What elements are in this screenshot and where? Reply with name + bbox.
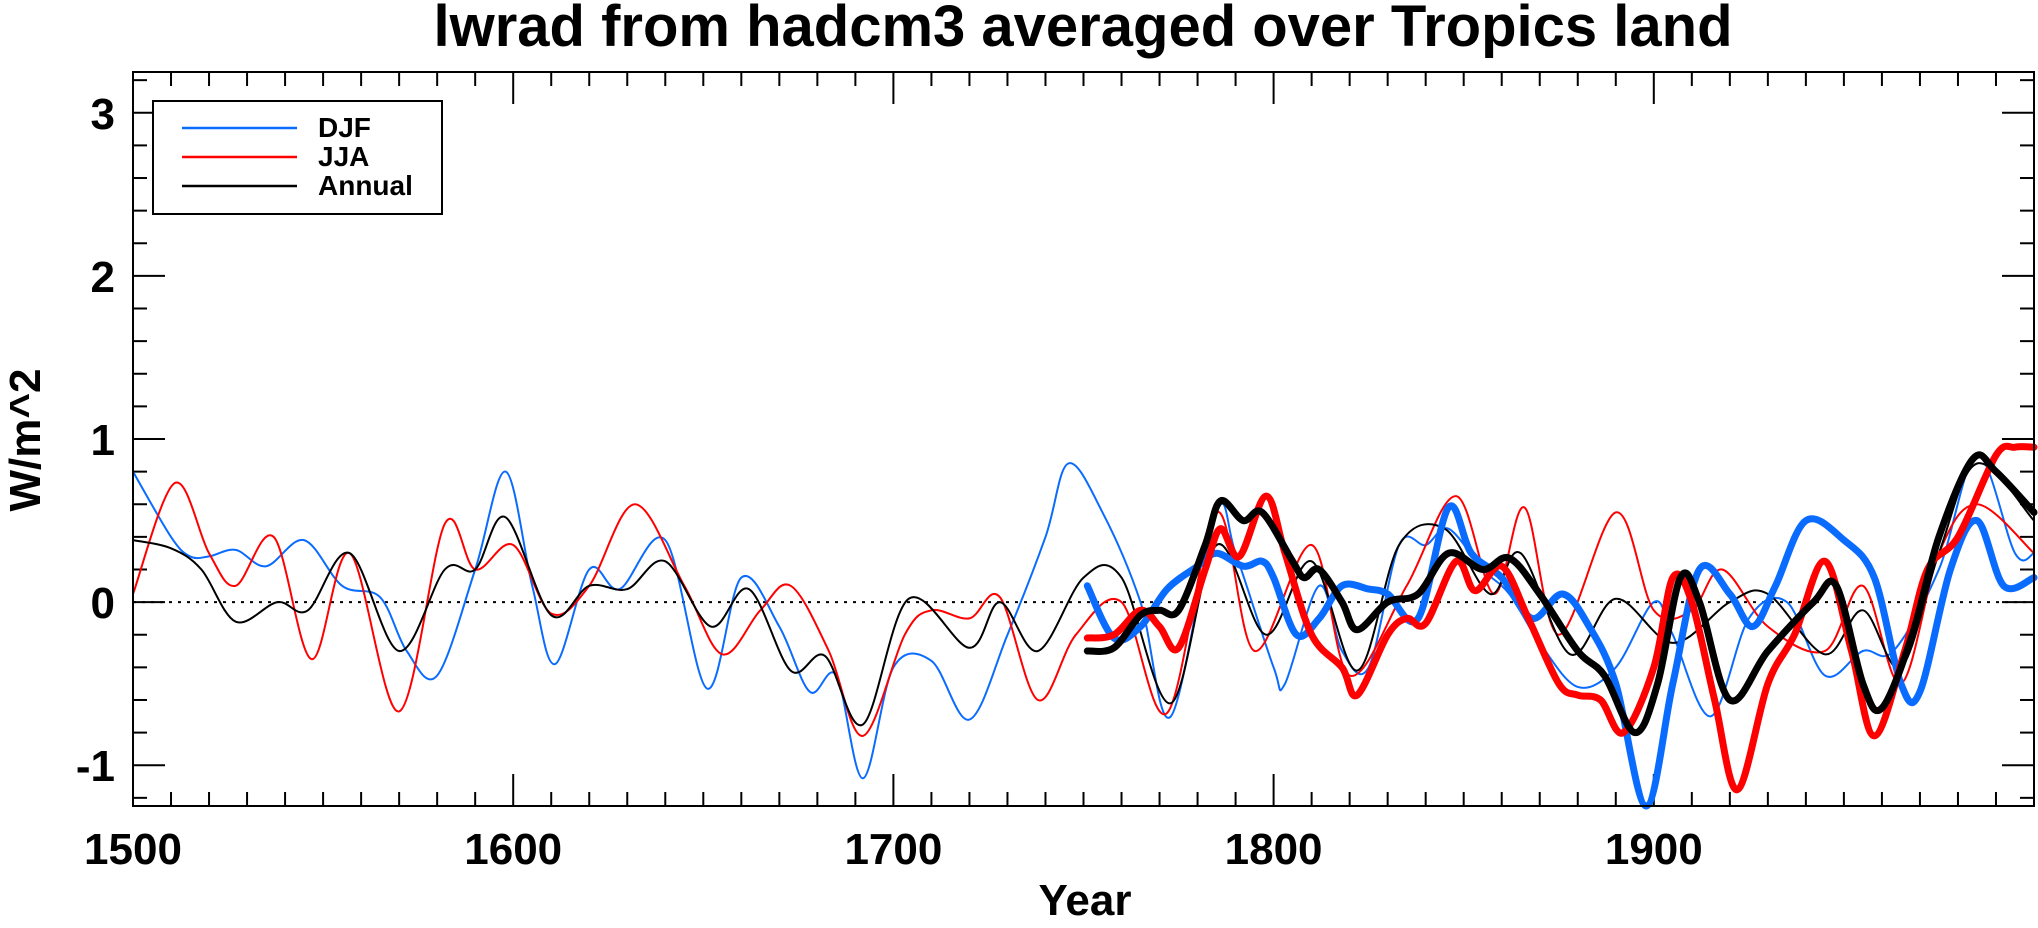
series-line-annual-thin	[132, 462, 2035, 727]
axis-ticks	[132, 72, 2035, 806]
legend-label-jja: JJA	[318, 141, 369, 172]
y-tick-label: 3	[91, 90, 115, 139]
x-tick-label: 1500	[84, 825, 182, 874]
y-tick-label: 2	[91, 253, 115, 302]
series-line-jja-thin	[132, 481, 2035, 737]
x-tick-label: 1900	[1605, 825, 1703, 874]
legend-label-annual: Annual	[318, 170, 413, 201]
x-tick-label: 1700	[844, 825, 942, 874]
series-line-annual-thick	[1083, 451, 2038, 737]
y-tick-label: 0	[91, 579, 115, 628]
legend: DJF JJA Annual	[152, 100, 443, 215]
y-axis-label: W/m^2	[1, 368, 50, 511]
series-line-djf-thick	[1083, 502, 2038, 810]
x-tick-label: 1600	[464, 825, 562, 874]
chart-title: lwrad from hadcm3 averaged over Tropics …	[434, 0, 1733, 59]
series-line-djf-thin	[132, 454, 2035, 780]
tick-labels: 1500 1600 1700 1800 1900 -1 0 1 2 3	[76, 90, 1703, 874]
x-axis-label: Year	[1039, 876, 1132, 923]
plot-frame	[132, 71, 2035, 807]
x-tick-label: 1800	[1225, 825, 1323, 874]
legend-label-djf: DJF	[318, 112, 371, 143]
series-lines	[132, 442, 2038, 810]
series-line-jja-thick	[1083, 442, 2038, 794]
y-tick-label: -1	[76, 742, 115, 791]
y-tick-label: 1	[91, 416, 115, 465]
